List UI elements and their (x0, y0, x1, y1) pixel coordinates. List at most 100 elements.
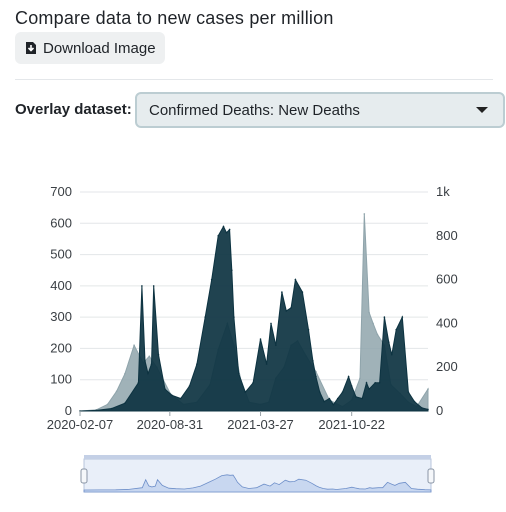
data-point (413, 400, 416, 403)
data-point (106, 403, 109, 406)
y-right-tick-label: 600 (436, 272, 458, 287)
data-point (237, 372, 240, 375)
download-image-button[interactable]: Download Image (15, 32, 165, 64)
data-point (361, 397, 364, 400)
data-point (222, 225, 225, 228)
data-point (141, 285, 143, 287)
data-point (359, 377, 361, 379)
data-point (341, 391, 344, 393)
data-point (252, 382, 254, 384)
data-point (347, 375, 350, 378)
series-area-new-cases (79, 225, 429, 412)
data-point (133, 344, 135, 347)
data-point (336, 397, 339, 400)
data-point (421, 407, 423, 409)
data-point (217, 235, 219, 237)
data-point (395, 328, 398, 331)
data-point (401, 316, 404, 318)
y-right-tick-label: 400 (436, 315, 458, 330)
data-point (259, 338, 262, 340)
data-point (315, 375, 317, 378)
data-point (164, 388, 166, 390)
data-point (147, 372, 149, 375)
data-point (231, 269, 233, 271)
data-point (150, 363, 153, 365)
y-left-tick-label: 400 (50, 278, 72, 293)
data-point (355, 396, 357, 398)
data-point (281, 291, 283, 293)
data-point (111, 407, 113, 410)
data-point (144, 360, 146, 362)
data-point (312, 360, 314, 362)
data-point (188, 385, 191, 387)
data-point (179, 397, 182, 400)
data-point (157, 353, 160, 356)
data-point (228, 228, 231, 231)
y-left-tick-label: 300 (50, 309, 72, 324)
data-point (148, 355, 151, 358)
data-point (294, 278, 297, 281)
overlay-dataset-select[interactable]: Confirmed Deaths: New Deaths (135, 92, 505, 128)
data-point (275, 344, 277, 347)
y-left-tick-label: 500 (50, 247, 72, 262)
data-point (363, 213, 366, 215)
y-left-tick-label: 700 (50, 184, 72, 199)
section-divider (15, 79, 493, 80)
comparison-chart[interactable]: 0 100 200 300 400 500 600 700 0 200 400 600 800 1k 202… (0, 176, 506, 506)
data-point (124, 373, 126, 375)
data-point (233, 316, 235, 318)
data-point (368, 388, 370, 390)
chevron-down-icon (476, 107, 488, 113)
data-point (376, 333, 379, 336)
navigator-right-handle[interactable] (427, 468, 435, 484)
x-tick-label: 2020-02-07 (47, 417, 114, 432)
y-left-tick-label: 600 (50, 215, 72, 230)
y-left-tick-label: 200 (50, 340, 72, 355)
data-point (285, 310, 288, 312)
navigator-left-handle[interactable] (80, 468, 88, 484)
data-point (152, 285, 155, 287)
data-point (290, 307, 292, 309)
y-right-tick-label: 800 (436, 228, 458, 243)
data-point (328, 397, 331, 400)
navigator-scrollbar[interactable] (84, 455, 431, 459)
y-left-tick-label: 0 (65, 403, 72, 418)
data-point (171, 394, 173, 397)
data-point (388, 341, 390, 343)
data-point (204, 316, 206, 318)
data-point (196, 363, 198, 365)
download-image-label: Download Image (43, 39, 156, 57)
navigator-series (83, 474, 432, 493)
y-left-tick-label: 100 (50, 372, 72, 387)
page-title: Compare data to new cases per million (15, 8, 334, 28)
data-point (427, 388, 429, 390)
y-right-tick-label: 0 (436, 403, 443, 418)
range-navigator[interactable] (80, 455, 435, 493)
data-point (210, 278, 213, 281)
download-icon (26, 42, 36, 54)
data-point (319, 391, 321, 393)
y-right-tick-label: 200 (436, 359, 458, 374)
data-point (368, 311, 370, 314)
overlay-dataset-label: Overlay dataset: (15, 101, 132, 118)
data-point (265, 363, 268, 365)
data-point (427, 408, 429, 411)
data-point (244, 391, 247, 393)
data-point (365, 382, 368, 384)
data-point (407, 391, 410, 393)
data-point (225, 231, 228, 234)
data-point (115, 390, 118, 393)
data-point (391, 353, 393, 356)
data-point (350, 385, 353, 387)
data-point (372, 322, 374, 325)
data-point (301, 291, 304, 293)
x-tick-label: 2021-03-27 (227, 417, 294, 432)
overlay-selected-value: Confirmed Deaths: New Deaths (149, 101, 360, 119)
data-point (137, 382, 140, 384)
data-point (124, 402, 126, 404)
data-point (374, 382, 377, 384)
y-right-tick-label: 1k (436, 184, 450, 199)
x-tick-label: 2020-08-31 (137, 417, 204, 432)
data-point (378, 382, 381, 384)
data-point (323, 400, 326, 403)
